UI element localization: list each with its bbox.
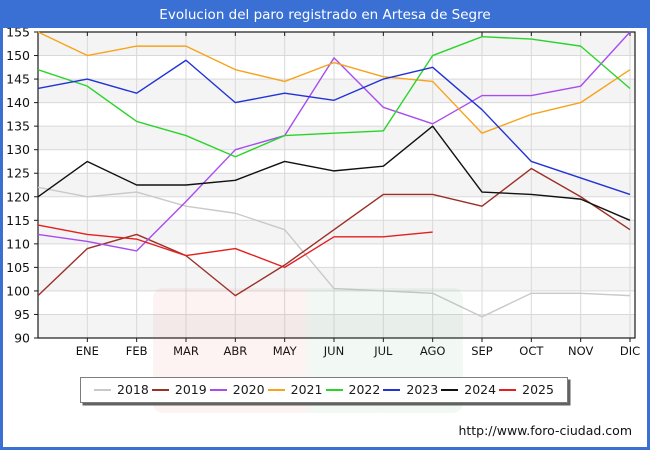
x-tick-label: ENE [76, 344, 99, 358]
y-tick-label: 155 [6, 28, 30, 40]
x-tick-label: AGO [420, 344, 446, 358]
plot-band [38, 243, 635, 268]
legend-swatch-2022 [325, 388, 343, 392]
legend-swatch-2025 [499, 388, 517, 392]
plot-band [38, 126, 635, 150]
series-line-2023 [37, 59, 631, 196]
series-line-2024 [37, 125, 631, 221]
x-tick-label: ABR [223, 344, 247, 358]
legend-item-2021: 2021 [267, 381, 323, 397]
plot-band [38, 149, 635, 174]
plot-band [38, 290, 635, 315]
x-tick-label: MAY [273, 344, 298, 358]
plot-band [38, 79, 635, 103]
legend: 2018 2019 2020 2021 2022 2023 2024 2025 [80, 377, 568, 403]
plot-band [38, 102, 635, 127]
legend-item-2023: 2023 [383, 381, 439, 397]
plot-band [38, 32, 635, 56]
x-tick-label: SEP [471, 344, 493, 358]
y-tick-label: 150 [6, 48, 30, 63]
series-line-2018 [37, 186, 631, 318]
x-tick-label: FEB [126, 344, 148, 358]
x-tick-label: NOV [568, 344, 593, 358]
legend-swatch-2024 [441, 388, 459, 392]
series-line-2025 [37, 224, 433, 269]
series-line-2022 [37, 36, 631, 158]
plot-band [38, 173, 635, 197]
y-tick-label: 135 [6, 119, 30, 134]
legend-swatch-2023 [383, 388, 401, 392]
legend-item-2020: 2020 [209, 381, 265, 397]
plot-band [38, 55, 635, 80]
legend-item-2019: 2019 [151, 381, 207, 397]
legend-swatch-2019 [151, 388, 169, 392]
x-tick-label: DIC [620, 344, 640, 358]
series-line-2021 [37, 31, 631, 134]
y-tick-label: 115 [6, 213, 30, 228]
legend-label-2022: 2022 [348, 381, 381, 397]
legend-item-2022: 2022 [325, 381, 381, 397]
x-tick-label: JUN [323, 344, 344, 358]
legend-label-2021: 2021 [290, 381, 323, 397]
plot-band [38, 314, 635, 338]
y-tick-label: 105 [6, 260, 30, 275]
x-tick-label: OCT [519, 344, 544, 358]
legend-item-2018: 2018 [94, 381, 149, 397]
legend-swatch-2021 [267, 388, 285, 392]
legend-swatch-2018 [94, 388, 111, 392]
y-tick-label: 120 [6, 189, 30, 204]
plot-border [37, 31, 636, 339]
y-tick-label: 125 [6, 166, 30, 181]
y-tick-label: 110 [6, 236, 30, 251]
chart-title: Evolucion del paro registrado en Artesa … [3, 3, 647, 28]
legend-label-2020: 2020 [232, 381, 265, 397]
y-tick-label: 145 [6, 72, 30, 87]
plot-band [38, 196, 635, 221]
y-tick-label: 90 [14, 331, 30, 346]
legend-item-2024: 2024 [441, 381, 497, 397]
legend-label-2025: 2025 [522, 381, 554, 397]
legend-label-2019: 2019 [174, 381, 207, 397]
legend-item-2025: 2025 [499, 381, 554, 397]
y-tick-label: 140 [6, 95, 30, 110]
line-chart: 90 95 100 105 110 115 120 125 130 135 140 145 150 155… [6, 28, 640, 358]
plot-band [38, 220, 635, 244]
series-line-2020 [37, 31, 631, 252]
y-tick-label: 130 [6, 142, 30, 157]
x-tick-label: JUL [373, 344, 393, 358]
legend-swatch-2020 [209, 388, 227, 392]
y-tick-label: 95 [14, 307, 30, 322]
legend-label-2018: 2018 [117, 381, 149, 397]
series-line-2019 [37, 167, 631, 297]
plot-band [38, 267, 635, 291]
legend-label-2024: 2024 [464, 381, 497, 397]
legend-label-2023: 2023 [406, 381, 439, 397]
footer-url[interactable]: http://www.foro-ciudad.com [458, 423, 632, 438]
y-tick-label: 100 [6, 283, 30, 298]
x-tick-label: MAR [173, 344, 199, 358]
